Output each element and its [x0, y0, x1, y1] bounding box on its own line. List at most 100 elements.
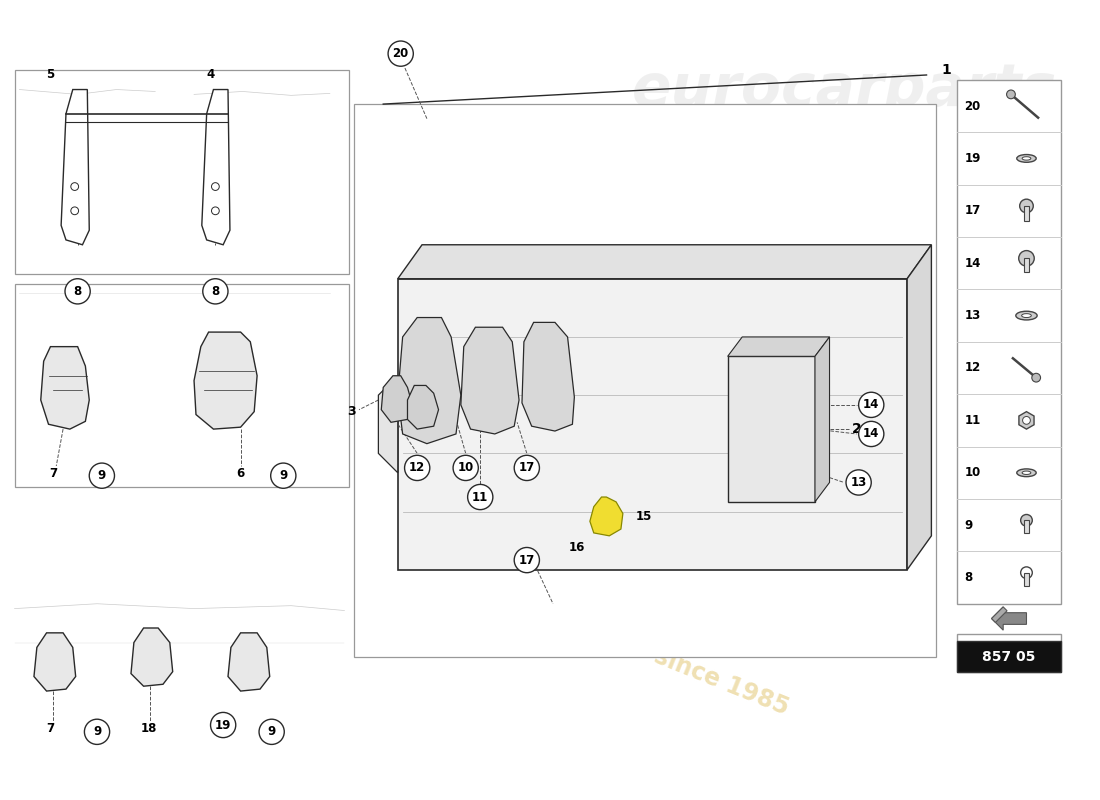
Polygon shape	[991, 607, 1026, 630]
Circle shape	[388, 41, 414, 66]
Polygon shape	[991, 607, 1008, 622]
Circle shape	[859, 392, 884, 418]
Text: 7: 7	[46, 722, 55, 735]
Circle shape	[468, 485, 493, 510]
Circle shape	[1006, 90, 1015, 98]
Text: 13: 13	[850, 476, 867, 489]
Polygon shape	[201, 90, 230, 245]
Text: 9: 9	[92, 726, 101, 738]
Text: 17: 17	[965, 204, 980, 218]
Polygon shape	[62, 90, 89, 245]
Ellipse shape	[1015, 311, 1037, 320]
Bar	[1024, 573, 1029, 586]
Bar	[14, 70, 350, 274]
Text: 14: 14	[864, 398, 879, 411]
Bar	[957, 80, 1062, 604]
Polygon shape	[407, 386, 439, 429]
Circle shape	[89, 463, 114, 488]
Text: 20: 20	[393, 47, 409, 60]
Circle shape	[70, 207, 78, 214]
Bar	[354, 104, 936, 657]
Text: 8: 8	[211, 285, 220, 298]
Text: 14: 14	[864, 427, 879, 441]
Text: 17: 17	[519, 554, 535, 566]
Text: 17: 17	[519, 462, 535, 474]
Bar	[1024, 520, 1029, 533]
Text: 15: 15	[636, 510, 652, 523]
Circle shape	[85, 719, 110, 745]
Text: 8: 8	[74, 285, 81, 298]
Polygon shape	[1019, 412, 1034, 429]
Text: 14: 14	[965, 257, 981, 270]
Circle shape	[1021, 514, 1032, 526]
Bar	[14, 283, 350, 487]
Circle shape	[202, 278, 228, 304]
Circle shape	[211, 207, 219, 214]
Ellipse shape	[1022, 157, 1031, 160]
Circle shape	[65, 278, 90, 304]
Text: 6: 6	[236, 467, 244, 480]
Text: 11: 11	[472, 490, 488, 503]
Circle shape	[258, 719, 284, 745]
Text: 19: 19	[214, 718, 231, 731]
Ellipse shape	[1022, 314, 1032, 318]
Circle shape	[1021, 567, 1032, 578]
Polygon shape	[522, 322, 574, 431]
Circle shape	[514, 455, 539, 481]
Ellipse shape	[1022, 471, 1031, 474]
Text: 16: 16	[569, 541, 585, 554]
Bar	[957, 634, 1062, 672]
Ellipse shape	[1016, 469, 1036, 477]
Polygon shape	[398, 245, 932, 278]
Text: 12: 12	[409, 462, 426, 474]
Circle shape	[1032, 374, 1041, 382]
Text: 3: 3	[348, 405, 356, 418]
Circle shape	[846, 470, 871, 495]
Text: 9: 9	[98, 469, 106, 482]
Polygon shape	[378, 376, 398, 473]
Bar	[1024, 258, 1030, 272]
Text: 11: 11	[965, 414, 980, 427]
Polygon shape	[398, 318, 461, 444]
Polygon shape	[461, 327, 519, 434]
Polygon shape	[34, 633, 76, 691]
Circle shape	[453, 455, 478, 481]
Text: 5: 5	[46, 69, 55, 82]
Text: 1: 1	[942, 63, 950, 77]
Text: eurocarparts: eurocarparts	[631, 61, 1057, 118]
Text: 20: 20	[965, 99, 980, 113]
Polygon shape	[728, 356, 815, 502]
Polygon shape	[41, 346, 89, 429]
Circle shape	[405, 455, 430, 481]
Text: 4: 4	[207, 69, 215, 82]
Text: 7: 7	[50, 467, 57, 480]
Polygon shape	[228, 633, 270, 691]
Circle shape	[70, 182, 78, 190]
Polygon shape	[194, 332, 257, 429]
Text: 12: 12	[965, 362, 980, 374]
Circle shape	[210, 713, 235, 738]
Text: 2: 2	[851, 422, 861, 436]
Text: 9: 9	[267, 726, 276, 738]
Text: 19: 19	[965, 152, 981, 165]
Bar	[1024, 206, 1030, 221]
Circle shape	[1020, 199, 1033, 213]
Polygon shape	[590, 497, 623, 536]
Bar	[957, 641, 1062, 672]
Text: a passion for parts since 1985: a passion for parts since 1985	[410, 546, 793, 719]
Text: 18: 18	[141, 722, 156, 735]
Polygon shape	[131, 628, 173, 686]
Polygon shape	[908, 245, 932, 570]
Polygon shape	[382, 376, 412, 422]
Polygon shape	[398, 278, 908, 570]
Text: 10: 10	[965, 466, 980, 479]
Text: 857 05: 857 05	[982, 650, 1036, 664]
Circle shape	[1019, 250, 1034, 266]
Text: 9: 9	[279, 469, 287, 482]
Text: 10: 10	[458, 462, 474, 474]
Circle shape	[859, 422, 884, 446]
Text: 8: 8	[965, 571, 972, 584]
Polygon shape	[728, 337, 829, 356]
Circle shape	[1023, 417, 1031, 424]
Ellipse shape	[1016, 154, 1036, 162]
